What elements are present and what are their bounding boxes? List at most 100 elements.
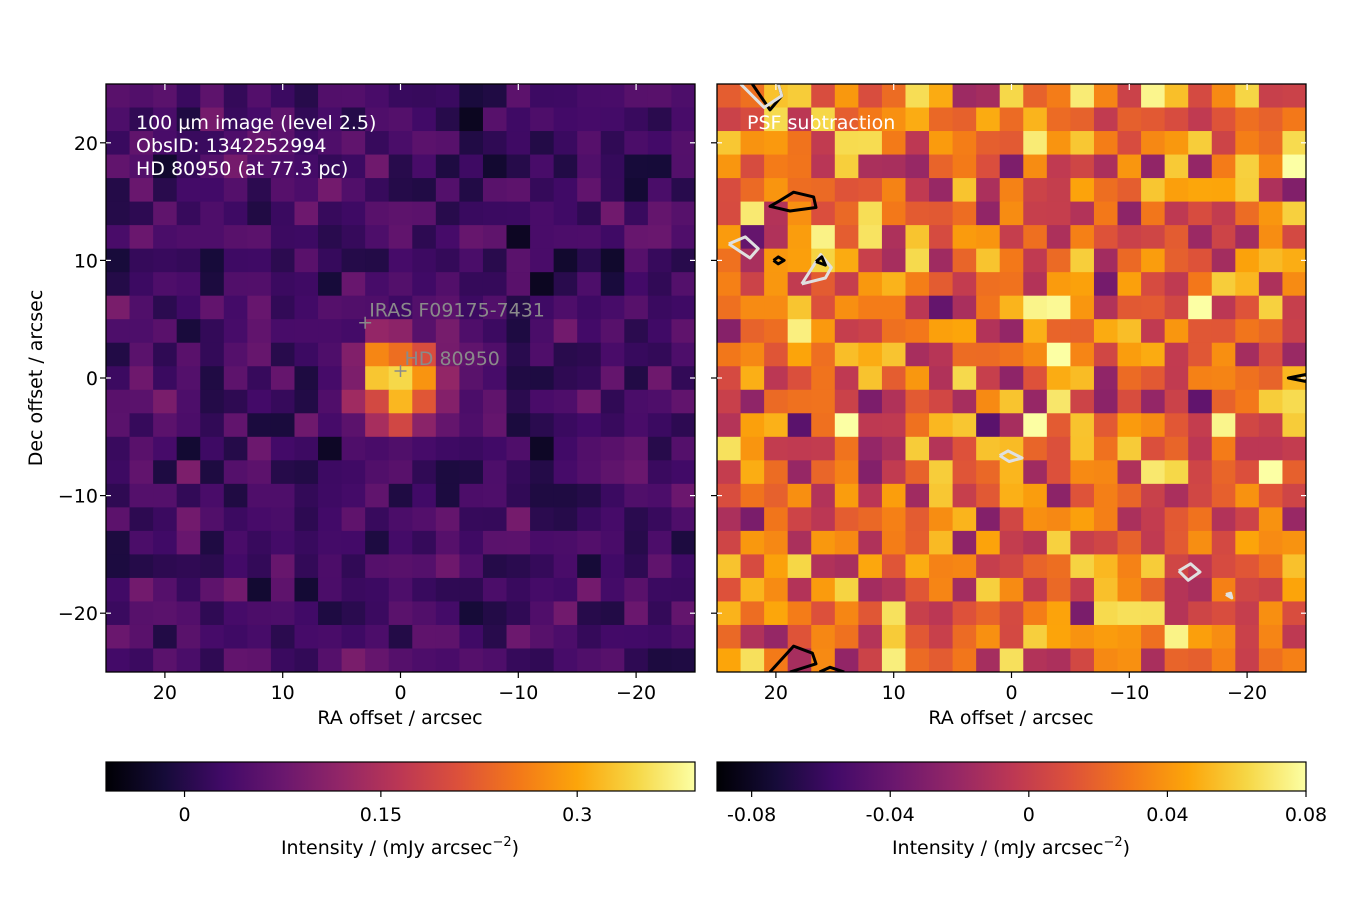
image-pixel bbox=[530, 648, 555, 672]
marker-cross bbox=[359, 316, 372, 329]
image-pixel bbox=[176, 554, 201, 579]
image-pixel bbox=[834, 319, 859, 344]
image-pixel bbox=[671, 460, 695, 485]
image-pixel bbox=[834, 107, 859, 132]
image-pixel bbox=[858, 530, 883, 555]
image-pixel bbox=[1141, 225, 1166, 250]
image-pixel bbox=[1093, 131, 1119, 156]
image-pixel bbox=[412, 342, 437, 367]
image-pixel bbox=[577, 248, 602, 273]
image-pixel bbox=[1046, 342, 1071, 367]
image-pixel bbox=[341, 624, 366, 650]
image-pixel bbox=[905, 507, 930, 532]
image-pixel bbox=[388, 131, 413, 156]
right-colorbar-ticks: -0.08 -0.04 0 0.04 0.08 bbox=[727, 791, 1327, 826]
image-pixel bbox=[553, 577, 578, 603]
image-pixel bbox=[153, 460, 178, 485]
image-pixel bbox=[1046, 554, 1071, 579]
image-pixel bbox=[176, 107, 201, 132]
image-pixel bbox=[435, 507, 460, 532]
image-pixel bbox=[153, 178, 178, 203]
image-pixel bbox=[881, 154, 907, 179]
image-pixel bbox=[881, 178, 907, 203]
image-pixel bbox=[717, 554, 742, 579]
image-pixel bbox=[506, 248, 531, 273]
image-pixel bbox=[200, 131, 225, 156]
image-pixel bbox=[1282, 319, 1306, 344]
image-pixel bbox=[459, 648, 484, 672]
image-pixel bbox=[1188, 201, 1213, 226]
contour-line bbox=[1225, 591, 1234, 600]
right-colorbar-label: Intensity / (mJy arcsec−2) bbox=[892, 835, 1130, 859]
image-pixel bbox=[129, 507, 154, 532]
image-pixel bbox=[577, 460, 602, 485]
image-pixel bbox=[1235, 154, 1260, 179]
left-colorbar-label-end: ) bbox=[512, 837, 519, 859]
left-markers: IRAS F09175-7431 HD 80950 bbox=[359, 300, 545, 377]
image-pixel bbox=[1023, 225, 1048, 250]
right-colorbar: -0.08 -0.04 0 0.04 0.08 Intensity / (mJy arc… bbox=[716, 761, 1327, 859]
image-pixel bbox=[318, 225, 343, 250]
image-pixel bbox=[1211, 601, 1236, 626]
image-pixel bbox=[999, 178, 1024, 203]
image-pixel bbox=[153, 436, 178, 461]
image-pixel bbox=[412, 530, 437, 555]
image-pixel bbox=[1117, 413, 1142, 438]
image-pixel bbox=[952, 248, 977, 273]
image-pixel bbox=[365, 577, 390, 603]
image-pixel bbox=[577, 319, 602, 344]
image-pixel bbox=[459, 530, 484, 555]
image-pixel bbox=[624, 648, 649, 672]
image-pixel bbox=[530, 131, 555, 156]
image-pixel bbox=[834, 178, 859, 203]
image-pixel bbox=[482, 248, 508, 273]
image-pixel bbox=[647, 601, 673, 626]
image-pixel bbox=[506, 648, 531, 672]
image-pixel bbox=[999, 107, 1024, 132]
image-pixel bbox=[1282, 577, 1306, 603]
image-pixel bbox=[999, 507, 1024, 532]
image-pixel bbox=[647, 272, 673, 297]
image-pixel bbox=[200, 601, 225, 626]
image-pixel bbox=[1258, 295, 1284, 320]
image-pixel bbox=[624, 319, 649, 344]
image-pixel bbox=[459, 624, 484, 650]
image-pixel bbox=[1211, 483, 1236, 508]
image-pixel bbox=[976, 507, 1001, 532]
marker-label: IRAS F09175-7431 bbox=[369, 300, 545, 322]
image-pixel bbox=[1282, 342, 1306, 367]
image-pixel bbox=[1070, 107, 1095, 132]
image-pixel bbox=[1188, 507, 1213, 532]
image-pixel bbox=[1235, 436, 1260, 461]
image-pixel bbox=[176, 413, 201, 438]
image-pixel bbox=[482, 577, 508, 603]
image-pixel bbox=[881, 201, 907, 226]
image-pixel bbox=[365, 389, 390, 414]
image-pixel bbox=[129, 201, 154, 226]
image-pixel bbox=[1023, 107, 1048, 132]
image-pixel bbox=[740, 389, 765, 414]
image-pixel bbox=[530, 272, 555, 297]
image-pixel bbox=[530, 554, 555, 579]
image-pixel bbox=[1164, 507, 1189, 532]
colorbar-tick-label: -0.04 bbox=[866, 804, 915, 826]
image-pixel bbox=[553, 295, 578, 320]
image-pixel bbox=[435, 84, 460, 109]
image-pixel bbox=[1282, 131, 1306, 156]
image-pixel bbox=[270, 131, 296, 156]
image-pixel bbox=[600, 507, 625, 532]
image-pixel bbox=[435, 483, 460, 508]
image-pixel bbox=[764, 319, 789, 344]
image-pixel bbox=[388, 342, 413, 367]
image-pixel bbox=[1211, 107, 1236, 132]
image-pixel bbox=[952, 366, 977, 391]
image-pixel bbox=[294, 225, 319, 250]
image-pixel bbox=[881, 436, 907, 461]
image-pixel bbox=[929, 601, 954, 626]
image-pixel bbox=[976, 319, 1001, 344]
image-pixel bbox=[1070, 131, 1095, 156]
image-pixel bbox=[459, 84, 484, 109]
image-pixel bbox=[1023, 624, 1048, 650]
image-pixel bbox=[553, 225, 578, 250]
image-pixel bbox=[530, 342, 555, 367]
